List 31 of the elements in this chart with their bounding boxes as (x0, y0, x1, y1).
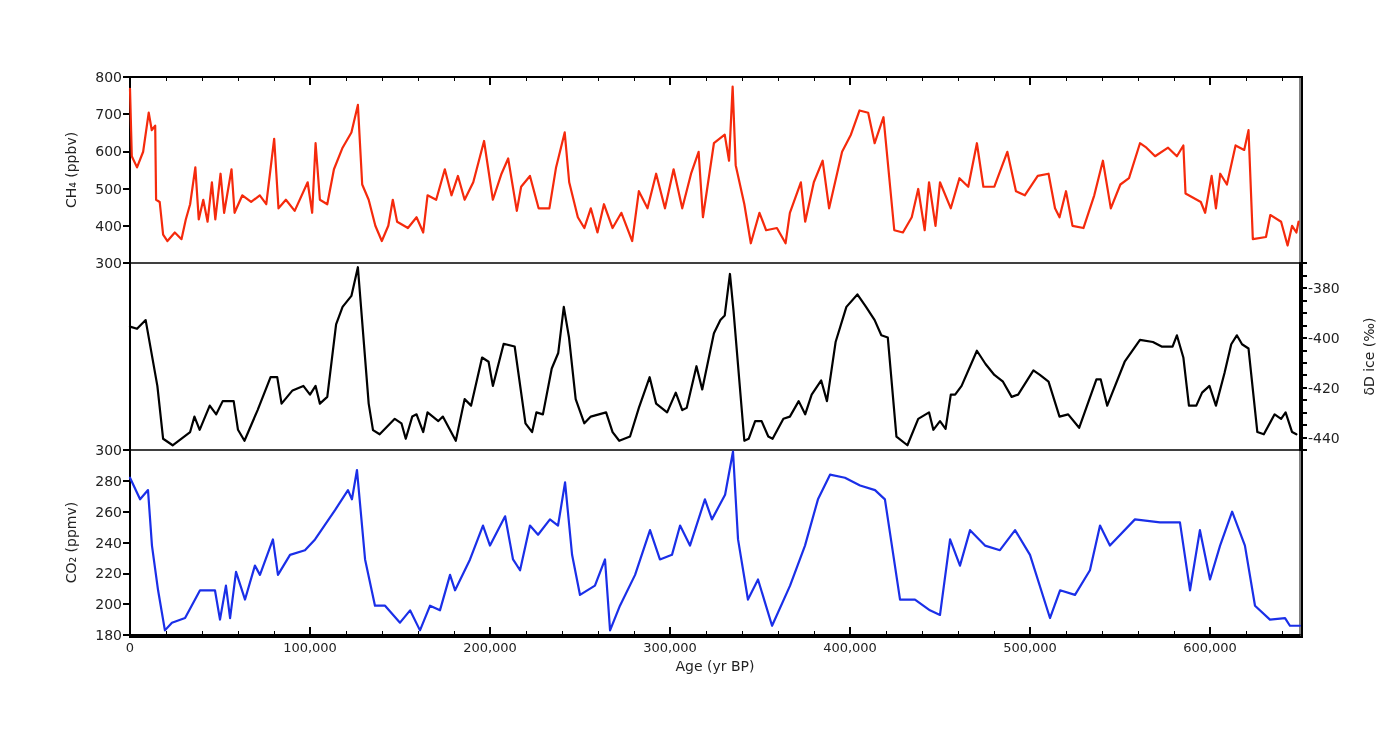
y-tick-label: 200 (95, 596, 122, 613)
y-tick-label: 300 (95, 255, 122, 271)
x-tick-label: 500,000 (1003, 640, 1057, 655)
y-tick-label: 300 (95, 442, 122, 458)
x-tick-label: 300,000 (643, 640, 697, 655)
x-tick-label: 200,000 (463, 640, 517, 655)
x-tick-label: 0 (125, 640, 135, 655)
y-tick-label: 180 (95, 627, 122, 643)
line-series (128, 266, 1298, 447)
y-tick-label: 280 (95, 472, 122, 489)
y-tick-label: 600 (95, 143, 122, 160)
x-tick-label: 400,000 (823, 640, 877, 655)
x-tick-label: 600,000 (1183, 640, 1237, 655)
y-tick-label: 800 (95, 69, 122, 85)
y-tick-label: 240 (95, 534, 122, 551)
line-series (128, 85, 1300, 247)
y-tick-label: 500 (95, 180, 122, 197)
y-axis-title: CO₂ (ppmv) (63, 501, 79, 584)
x-tick-label: 100,000 (283, 640, 337, 655)
y2-tick-label: -420 (1308, 379, 1340, 396)
x-axis-title: Age (yr BP) (675, 658, 755, 674)
y2-tick-label: -380 (1308, 279, 1340, 296)
y-tick-label: 260 (95, 503, 122, 520)
y-axis-title: CH₄ (ppbv) (63, 131, 79, 209)
y-tick-label: 220 (95, 565, 122, 582)
y-tick-label: 700 (95, 106, 122, 123)
y-tick-label: 400 (95, 217, 122, 234)
line-series (128, 450, 1302, 632)
y2-axis-title: δD ice (‰) (1361, 317, 1377, 396)
y2-tick-label: -440 (1308, 429, 1340, 446)
y2-tick-label: -400 (1308, 329, 1340, 346)
